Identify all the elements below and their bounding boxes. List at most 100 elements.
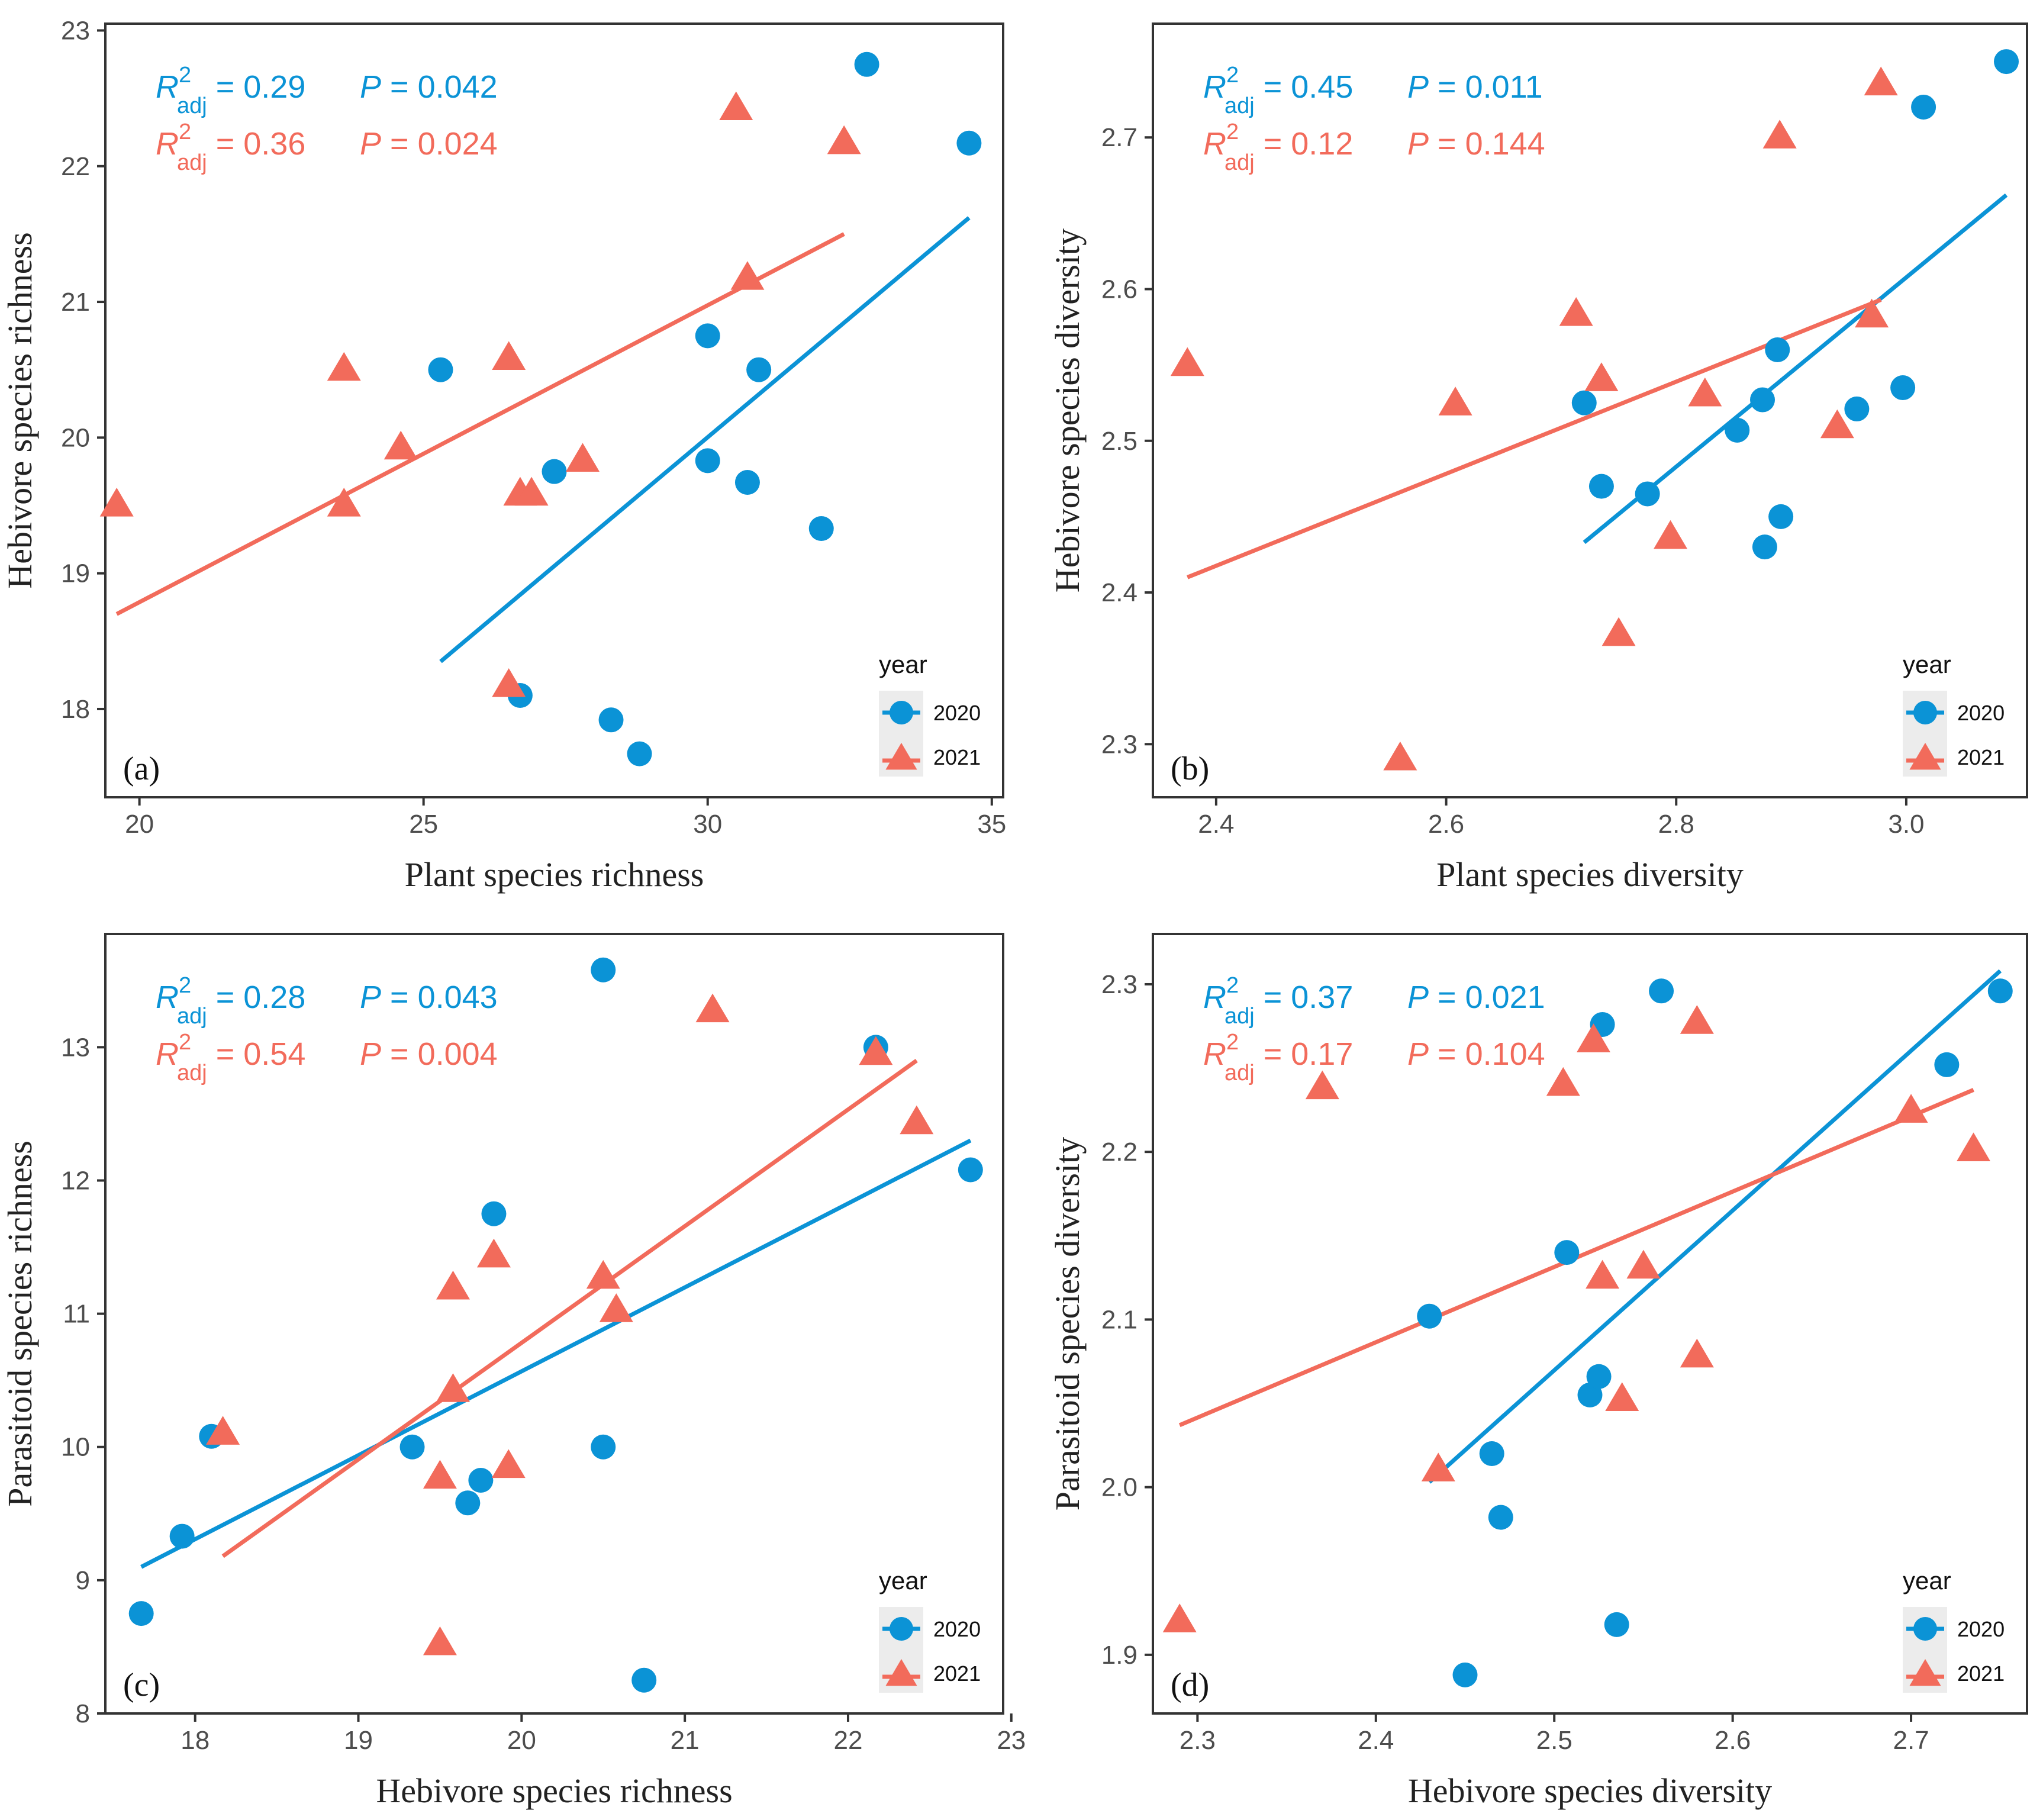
point-2021 [327, 488, 361, 517]
stat-p-2020: P = 0.011 [1407, 69, 1543, 105]
y-tick-label: 2.3 [1101, 970, 1137, 999]
x-tick-label: 22 [833, 1726, 862, 1755]
panel-d: 2.3 2.4 2.5 2.6 2.7 1.9 2.0 2.1 2.2 2.3 Hebivore s… [1048, 933, 2028, 1810]
x-tick-label: 2.8 [1658, 810, 1694, 839]
x-tick-label: 2.5 [1536, 1726, 1572, 1755]
y-tick-label: 19 [61, 559, 90, 588]
point-2021 [827, 125, 861, 154]
x-tick-label: 25 [409, 810, 438, 839]
point-2020 [1452, 1662, 1478, 1687]
point-2020 [542, 459, 567, 484]
x-tick-label: 18 [181, 1726, 210, 1755]
point-2021 [859, 1036, 893, 1065]
y-tick-label: 2.4 [1101, 578, 1137, 607]
legend-marker-2020 [1913, 1617, 1937, 1641]
point-2021 [599, 1293, 633, 1322]
point-2020 [1554, 1240, 1580, 1265]
legend-marker-2021 [1909, 743, 1941, 770]
point-2020 [734, 470, 760, 495]
point-2020 [591, 1434, 616, 1460]
point-2021 [1305, 1070, 1339, 1100]
point-2021 [492, 341, 526, 370]
x-tick-label: 2.6 [1428, 810, 1464, 839]
point-2021 [1957, 1132, 1991, 1161]
x-tick-label: 2.3 [1180, 1726, 1216, 1755]
point-2020 [591, 957, 616, 983]
point-2020 [808, 516, 834, 541]
stat-2021: R2 adj = 0.54 [156, 1030, 305, 1085]
x-tick-label: 23 [997, 1726, 1026, 1755]
point-2020 [481, 1201, 507, 1226]
x-tick-label: 30 [693, 810, 722, 839]
y-tick-label: 22 [61, 152, 90, 181]
point-2020 [1987, 978, 2013, 1004]
point-2020 [1725, 417, 1750, 443]
x-tick-label: 2.6 [1715, 1726, 1751, 1755]
fit-line-2021 [115, 232, 845, 616]
panel-tag: (d) [1171, 1667, 1209, 1703]
y-axis-title: Hebivore species diversity [1048, 228, 1087, 592]
x-tick-label: 2.7 [1893, 1726, 1929, 1755]
fit-line-2021 [221, 1059, 918, 1558]
point-2020 [169, 1523, 195, 1549]
point-2021 [1170, 347, 1204, 376]
legend-label-2021: 2021 [933, 745, 981, 769]
stat-p-2021: P = 0.144 [1407, 126, 1545, 162]
legend-marker-2020 [890, 1617, 913, 1641]
point-2021 [1584, 362, 1619, 391]
point-2021 [1680, 1338, 1714, 1368]
point-2021 [900, 1105, 934, 1135]
fit-line-2020 [439, 216, 971, 663]
stat-p-2021: P = 0.024 [360, 126, 498, 162]
point-2020 [1479, 1441, 1504, 1466]
panel-b: 2.4 2.6 2.8 3.0 2.3 2.4 2.5 2.6 2.7 Plant species… [1048, 22, 2028, 894]
point-2020 [598, 707, 624, 733]
point-2020 [695, 448, 720, 473]
legend-title: year [879, 650, 927, 678]
legend-label-2020: 2020 [1957, 701, 2005, 725]
legend-label-2021: 2021 [1957, 1661, 2005, 1686]
legend-label-2021: 2021 [1957, 745, 2005, 769]
point-2021 [1577, 1023, 1611, 1052]
stat-p-2021: P = 0.104 [1407, 1036, 1545, 1072]
point-2020 [1890, 375, 1916, 401]
point-2020 [1571, 390, 1597, 415]
x-tick-label: 3.0 [1888, 810, 1924, 839]
point-2020 [468, 1468, 494, 1493]
y-tick-label: 18 [61, 695, 90, 724]
point-2021 [1438, 386, 1472, 415]
point-2020 [1768, 504, 1794, 529]
y-tick-label: 2.7 [1101, 123, 1137, 152]
y-axis-title: Parasitoid species richness [1, 1141, 39, 1507]
point-2021 [1162, 1603, 1197, 1632]
point-2021 [491, 1449, 526, 1478]
point-2020 [695, 323, 720, 349]
x-tick-label: 20 [507, 1726, 536, 1755]
point-2020 [128, 1601, 154, 1626]
point-2020 [1750, 387, 1775, 413]
y-tick-label: 2.3 [1101, 730, 1137, 759]
point-2021 [1654, 520, 1688, 549]
y-tick-label: 9 [76, 1566, 90, 1595]
point-2020 [1588, 473, 1614, 499]
point-2021 [514, 476, 549, 506]
point-2021 [384, 430, 418, 460]
stat-2021: R2 adj = 0.17 [1203, 1030, 1353, 1085]
point-2021 [1559, 297, 1593, 326]
legend-title: year [879, 1567, 927, 1594]
y-tick-label: 12 [61, 1166, 90, 1195]
point-2021 [1383, 741, 1417, 771]
point-2021 [1586, 1259, 1620, 1289]
x-axis-title: Hebivore species richness [376, 1771, 732, 1810]
legend-marker-2021 [1909, 1659, 1941, 1686]
stat-2020: R2 adj = 0.37 [1203, 973, 1353, 1029]
legend-title: year [1903, 650, 1951, 678]
y-tick-label: 2.5 [1101, 427, 1137, 456]
point-2020 [1994, 49, 2019, 75]
y-tick-label: 21 [61, 288, 90, 317]
point-2020 [746, 357, 772, 382]
y-tick-label: 1.9 [1101, 1641, 1137, 1670]
point-2020 [1604, 1612, 1629, 1637]
